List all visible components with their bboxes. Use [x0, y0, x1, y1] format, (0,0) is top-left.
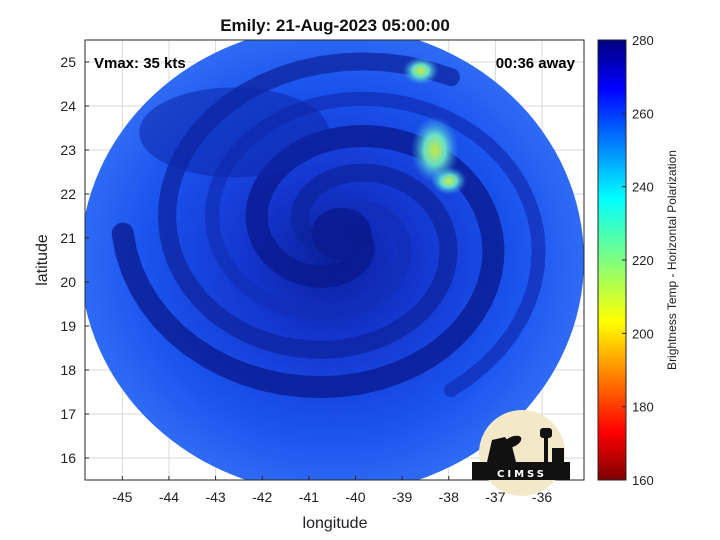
x-tick-label: -38	[439, 489, 459, 505]
colorbar-tick-label: 180	[632, 400, 654, 415]
cimss-logo: CIMSS	[472, 410, 570, 496]
x-tick-label: -42	[252, 489, 272, 505]
microwave-swath	[85, 40, 584, 480]
time-offset-annotation: 00:36 away	[496, 55, 576, 72]
x-tick-label: -44	[159, 489, 179, 505]
storm-core	[311, 207, 372, 260]
x-tick-label: -45	[112, 489, 132, 505]
y-tick-label: 22	[60, 186, 76, 202]
y-tick-label: 18	[60, 362, 76, 378]
y-tick-label: 24	[60, 98, 76, 114]
colorbar: 160 180 200 220 240 260 280 Brightness Temp - …	[597, 33, 679, 488]
chart-title: Emily: 21-Aug-2023 05:00:00	[220, 16, 450, 35]
y-tick-label: 23	[60, 142, 76, 158]
x-tick-label: -40	[345, 489, 365, 505]
spiral-band	[111, 124, 505, 399]
cold-cloud-feature	[402, 56, 439, 85]
y-tick-label: 25	[60, 54, 76, 70]
y-tick-label: 17	[60, 406, 76, 422]
colorbar-tick-label: 200	[632, 326, 654, 341]
y-tick-label: 21	[60, 230, 76, 246]
x-axis: -45 -44 -43 -42 -41 -40 -39 -38 -37 -36	[112, 476, 552, 505]
colorbar-tick-label: 280	[632, 33, 654, 48]
y-tick-label: 16	[60, 450, 76, 466]
y-tick-label: 19	[60, 318, 76, 334]
colorbar-tick-label: 260	[632, 106, 654, 121]
x-tick-label: -43	[205, 489, 225, 505]
y-tick-label: 20	[60, 274, 76, 290]
x-tick-label: -37	[485, 489, 505, 505]
vmax-annotation: Vmax: 35 kts	[94, 55, 186, 72]
spiral-band	[205, 91, 546, 398]
x-tick-label: -41	[299, 489, 319, 505]
cold-region	[139, 87, 330, 178]
cimss-logo-text: CIMSS	[497, 469, 547, 480]
colorbar-tick-label: 160	[632, 473, 654, 488]
colorbar-tick-label: 240	[632, 180, 654, 195]
plot-frame	[84, 39, 585, 481]
colorbar-ticks: 160 180 200 220 240 260 280	[622, 33, 654, 488]
x-axis-label: longitude	[303, 515, 368, 532]
colorbar-tick-label: 220	[632, 253, 654, 268]
y-axis-label: latitude	[34, 234, 51, 286]
x-tick-label: -39	[392, 489, 412, 505]
plot-area	[85, 40, 584, 480]
colorbar-gradient	[597, 39, 627, 481]
cold-cloud-feature	[410, 116, 459, 184]
y-axis: 16 17 18 19 20 21 22 23 24 25	[60, 54, 89, 466]
colorbar-label: Brightness Temp - Horizontal Polarizatio…	[665, 150, 679, 370]
